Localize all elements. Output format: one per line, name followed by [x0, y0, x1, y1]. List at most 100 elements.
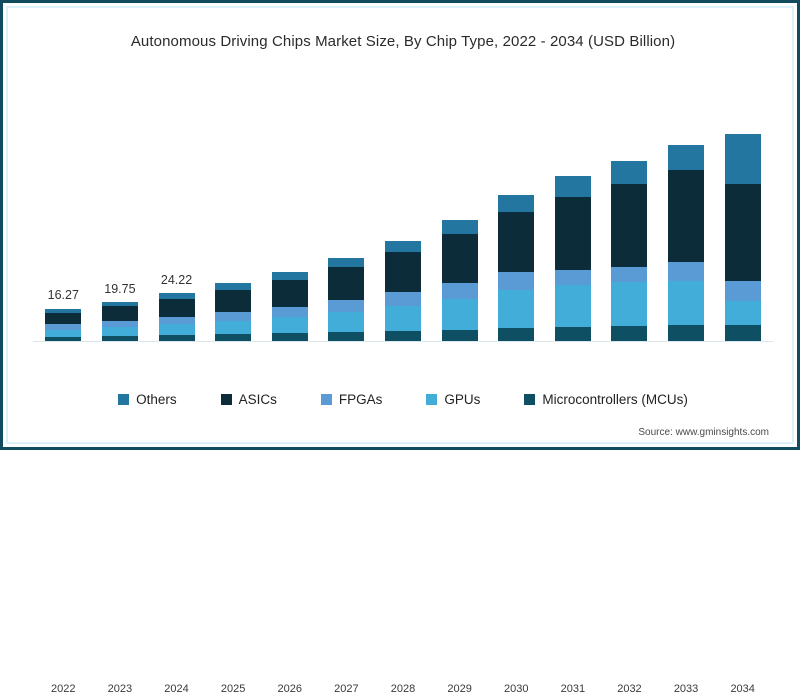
- bar-segment: [498, 290, 535, 329]
- bar-segment: [328, 300, 365, 312]
- bar-segment: [101, 327, 138, 336]
- bar-segment: [385, 331, 421, 341]
- x-axis-tick-label: 2022: [51, 683, 76, 695]
- stacked-bar[interactable]: [668, 145, 705, 341]
- x-axis-tick-label: 2027: [334, 683, 359, 695]
- bar-segment: [101, 301, 138, 307]
- bar-segment: [498, 272, 535, 291]
- bar-segment: [271, 316, 308, 334]
- stacked-bar[interactable]: [215, 282, 252, 341]
- legend-swatch-icon: [320, 394, 332, 405]
- bar-segment: [611, 326, 648, 341]
- stacked-bar[interactable]: [385, 241, 421, 341]
- bar-segment: [724, 300, 761, 325]
- stacked-bar[interactable]: [328, 258, 365, 341]
- bar-segment: [45, 336, 82, 341]
- bar-segment: [554, 327, 591, 341]
- bar-segment: [498, 328, 535, 341]
- stacked-bar[interactable]: [441, 220, 478, 341]
- stacked-bar[interactable]: [498, 195, 535, 341]
- bar-segment: [441, 282, 478, 299]
- bar-segment: [271, 333, 308, 341]
- legend-swatch-icon: [426, 394, 438, 405]
- bar-segment: [328, 311, 365, 333]
- bar-segment: [668, 325, 705, 341]
- x-axis-tick-label: 2031: [560, 683, 586, 695]
- bar-segment: [668, 281, 705, 326]
- bar-segment: [45, 329, 82, 337]
- x-axis-tick-label: 2029: [447, 683, 472, 695]
- legend-item[interactable]: Others: [118, 392, 177, 407]
- page-title: Autonomous Driving Chips Market Size, By…: [130, 33, 676, 50]
- bar-segment: [724, 134, 761, 184]
- bar-segment: [101, 336, 138, 341]
- bar-segment: [45, 324, 82, 330]
- bar-segment: [611, 282, 648, 327]
- x-axis-tick-label: 2030: [503, 683, 529, 695]
- legend-label: ASICs: [238, 392, 277, 407]
- bar-segment: [215, 312, 252, 322]
- stacked-bar[interactable]: [611, 161, 648, 341]
- bar-segment: [554, 176, 591, 198]
- x-axis-tick-label: 2026: [277, 683, 302, 695]
- bar-segment: [271, 280, 308, 307]
- bar-segment: [724, 324, 761, 341]
- bar-value-label: 24.22: [160, 272, 193, 287]
- bar-segment: [385, 252, 421, 293]
- bar-segment: [45, 308, 82, 313]
- source-attribution: Source: www.gminsights.com: [638, 427, 769, 438]
- legend-swatch-icon: [220, 394, 232, 405]
- bar-segment: [158, 324, 195, 336]
- bar-segment: [215, 282, 252, 291]
- bar-segment: [328, 258, 365, 268]
- bar-segment: [611, 267, 648, 283]
- legend-item[interactable]: Microcontrollers (MCUs): [524, 392, 688, 407]
- chart-legend: Others ASICs FPGAs GPUs Microcontrollers (MC…: [3, 392, 800, 407]
- legend-item[interactable]: GPUs: [426, 392, 480, 407]
- bar-segment: [215, 290, 252, 313]
- legend-label: Microcontrollers (MCUs): [542, 392, 688, 407]
- bar-segment: [101, 321, 138, 328]
- legend-label: FPGAs: [338, 392, 383, 407]
- bar-segment: [158, 335, 195, 341]
- x-axis-tick-label: 2025: [220, 683, 246, 695]
- legend-item[interactable]: FPGAs: [320, 392, 383, 407]
- x-axis-tick-label: 2034: [730, 683, 755, 695]
- bar-value-label: 16.27: [47, 288, 79, 303]
- stacked-bar[interactable]: [271, 272, 308, 341]
- stacked-bar[interactable]: [45, 308, 82, 341]
- x-axis-tick-label: 2024: [164, 683, 189, 695]
- bar-segment: [441, 298, 478, 330]
- bar-segment: [724, 183, 761, 281]
- bar-segment: [441, 220, 478, 234]
- legend-swatch-icon: [524, 394, 536, 405]
- bar-segment: [45, 312, 82, 325]
- legend-item[interactable]: ASICs: [220, 392, 277, 407]
- bar-segment: [498, 212, 535, 273]
- stacked-bar[interactable]: [724, 134, 761, 341]
- bar-segment: [554, 197, 591, 271]
- x-axis-tick-label: 2023: [107, 683, 133, 695]
- bar-segment: [101, 306, 138, 322]
- bar-segment: [158, 316, 195, 325]
- bar-segment: [328, 267, 365, 301]
- x-axis-tick-label: 2028: [390, 683, 416, 695]
- x-axis-tick-label: 2033: [673, 683, 699, 695]
- bar-segment: [215, 334, 252, 341]
- legend-label: Others: [136, 392, 177, 407]
- x-axis-line: [33, 341, 773, 342]
- bar-segment: [668, 170, 705, 263]
- bar-segment: [328, 332, 365, 341]
- bar-segment: [554, 285, 591, 328]
- bar-segment: [215, 321, 252, 335]
- bar-segment: [271, 306, 308, 317]
- bar-segment: [441, 329, 478, 341]
- stacked-bar[interactable]: [101, 301, 138, 341]
- bar-segment: [724, 280, 761, 301]
- stacked-bar[interactable]: [554, 176, 591, 341]
- bar-segment: [158, 298, 195, 317]
- stacked-bar[interactable]: [158, 292, 195, 341]
- bar-segment: [385, 292, 421, 306]
- legend-label: GPUs: [444, 392, 481, 407]
